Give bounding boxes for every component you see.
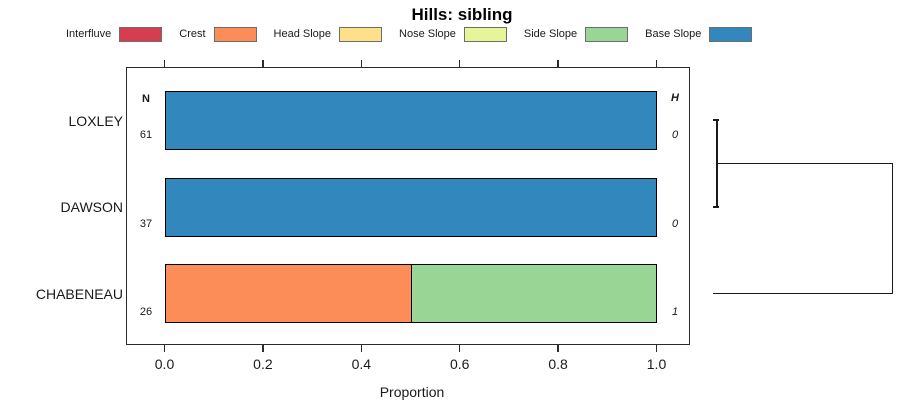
x-tick-label: 0.8	[548, 356, 568, 372]
legend-item: Interfluve	[66, 26, 163, 42]
legend-color-swatch	[339, 26, 383, 42]
x-tick-label: 0.2	[253, 356, 273, 372]
dendrogram-segment	[712, 206, 720, 208]
y-axis-label: CHABENEAU	[35, 285, 123, 302]
n-value: 26	[139, 306, 153, 318]
legend-color-swatch	[119, 26, 163, 42]
legend-color-swatch	[463, 26, 507, 42]
x-tick-bottom	[655, 345, 658, 352]
x-tick-top	[655, 60, 658, 67]
bar	[164, 177, 657, 237]
dendrogram-segment	[891, 163, 894, 295]
chart-title: Hills: sibling	[411, 5, 513, 24]
x-tick-bottom	[163, 345, 166, 352]
bar-segment-crest	[165, 265, 411, 322]
x-tick-top	[458, 60, 461, 67]
legend-item: Side Slope	[523, 26, 629, 42]
x-tick-label: 0.0	[154, 356, 175, 372]
n-value: 37	[139, 218, 153, 230]
legend: Interfluve Crest Head Slope Nose Slope Side …	[66, 25, 753, 43]
x-tick-bottom	[557, 345, 559, 352]
bar-segment-base-slope	[165, 92, 656, 149]
legend-item: Nose Slope	[399, 26, 507, 42]
x-tick-bottom	[262, 345, 264, 352]
legend-label: Side Slope	[523, 28, 578, 40]
legend-item: Crest	[179, 26, 257, 42]
y-axis-label: LOXLEY	[68, 112, 123, 129]
y-axis-label: DAWSON	[60, 199, 123, 215]
legend-item: Head Slope	[273, 26, 383, 42]
legend-color-swatch	[709, 26, 753, 42]
bar-segment-base-slope	[165, 178, 656, 236]
x-tick-top	[557, 60, 559, 67]
legend-label: Head Slope	[273, 28, 332, 40]
h-value: 1	[671, 306, 679, 318]
h-value: 0	[671, 218, 679, 230]
legend-item: Base Slope	[645, 26, 753, 42]
n-value: 61	[139, 129, 153, 141]
x-tick-label: 1.0	[646, 356, 667, 372]
x-axis-title: Proportion	[379, 384, 445, 400]
n-column-header: N	[142, 93, 150, 105]
x-tick-label: 0.4	[351, 356, 372, 372]
dendrogram-segment	[717, 162, 894, 165]
x-tick-bottom	[360, 345, 363, 352]
legend-label: Crest	[179, 28, 206, 40]
x-tick-top	[262, 60, 264, 67]
x-tick-bottom	[458, 345, 461, 352]
x-tick-top	[360, 60, 363, 67]
bar-segment-side-slope	[410, 265, 656, 322]
bar	[164, 91, 657, 150]
h-column-header: H	[671, 92, 679, 104]
h-value: 0	[671, 129, 679, 141]
bar	[164, 264, 657, 323]
legend-color-swatch	[585, 26, 629, 42]
legend-label: Base Slope	[645, 28, 702, 40]
dendrogram-segment	[712, 119, 720, 121]
x-tick-label: 0.6	[449, 356, 470, 372]
legend-label: Interfluve	[66, 28, 112, 40]
legend-label: Nose Slope	[399, 28, 456, 40]
x-tick-top	[163, 60, 166, 67]
legend-color-swatch	[213, 26, 257, 42]
dendrogram-segment	[712, 292, 894, 295]
